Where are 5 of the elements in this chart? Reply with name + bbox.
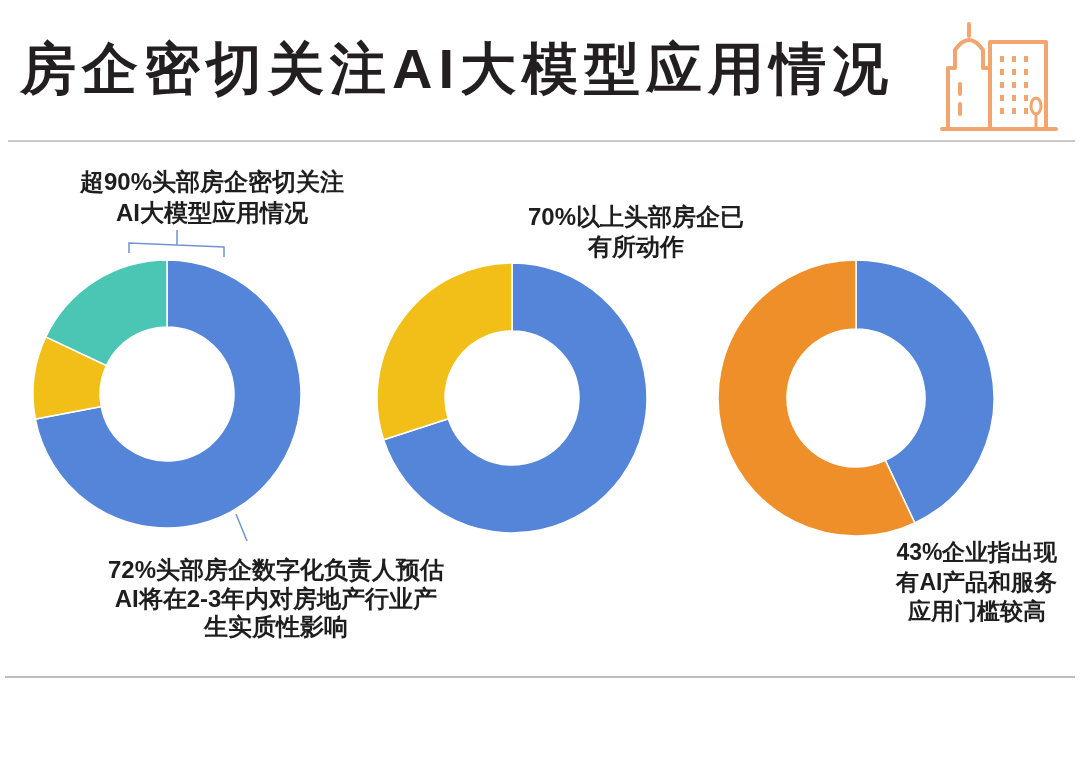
text: 房企密切关注AI大模型应用情况 bbox=[20, 37, 894, 100]
text: 超90%头部房企密切关注AI大模型应用情况 bbox=[78, 167, 345, 228]
text: 70%以上头部房企已有所动作 bbox=[526, 202, 745, 262]
text: 72%头部房企数字化负责人预估AI将在2-3年内对房地产行业产生实质性影响 bbox=[106, 556, 445, 642]
text: 43%企业指出现有AI产品和服务应用门槛较高 bbox=[894, 538, 1059, 626]
